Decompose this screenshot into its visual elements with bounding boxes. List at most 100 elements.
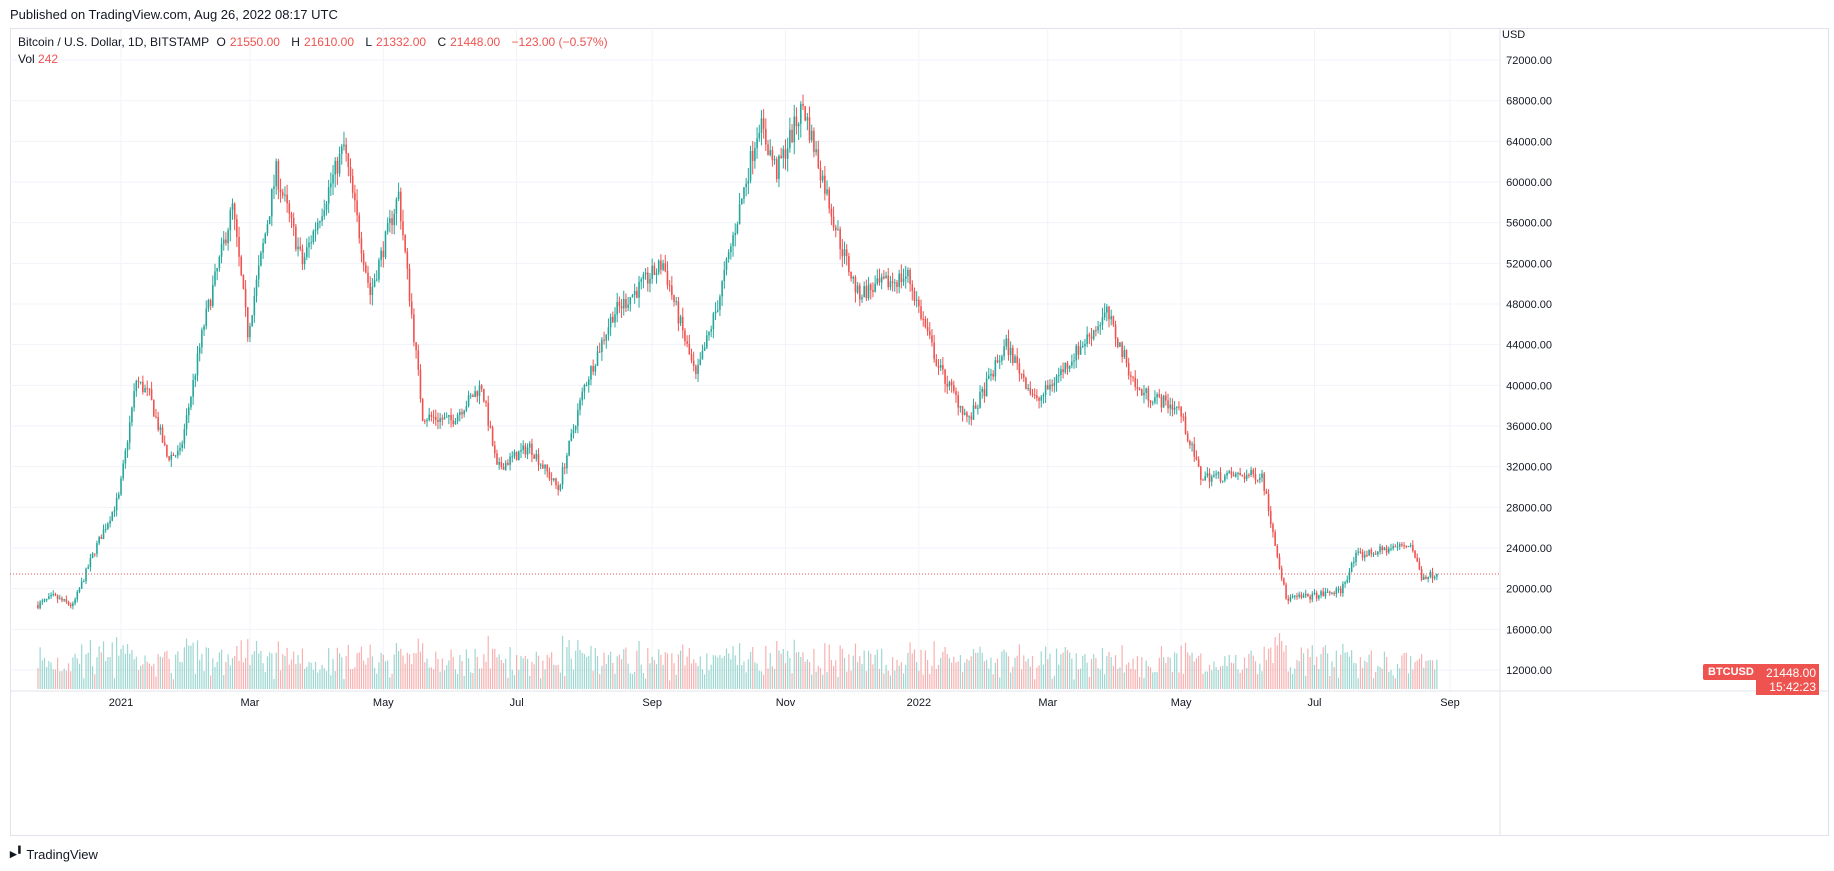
volume-bar (1337, 677, 1340, 689)
candle-body (911, 284, 914, 291)
volume-bar (874, 654, 876, 689)
volume-bar (384, 661, 387, 689)
volume-bar (1193, 661, 1195, 689)
candle-body (227, 230, 229, 244)
volume-bar (551, 652, 553, 689)
volume-bar (1267, 648, 1270, 689)
volume-bar (977, 652, 979, 689)
candle-body (1289, 597, 1292, 601)
volume-bar (822, 674, 824, 689)
candle-body (1016, 356, 1019, 364)
candle-body (1420, 569, 1423, 580)
price-tick-label: 72000.00 (1506, 55, 1552, 67)
candle-body (323, 210, 326, 217)
candle-body (909, 269, 911, 285)
date-tick-label: 2022 (907, 697, 931, 709)
volume-bar (837, 677, 839, 689)
candle-body (1374, 553, 1377, 555)
volume-bar (1431, 660, 1434, 689)
candle-body (832, 216, 835, 228)
volume-bar (172, 679, 175, 689)
volume-bar (297, 655, 299, 689)
volume-bar (247, 639, 249, 689)
candle-body (253, 295, 256, 316)
candlestick-chart[interactable]: 72000.00 68000.00 64000.00 60000.00 56000.00… (10, 28, 1829, 836)
candle-body (1250, 469, 1252, 476)
tradingview-logo-icon: ▸╹ (10, 846, 23, 861)
volume-bar (795, 652, 798, 689)
candle-body (426, 419, 428, 422)
footer-brand[interactable]: ▸╹ TradingView (10, 846, 98, 862)
price-tick-label: 16000.00 (1506, 624, 1552, 636)
candle-body (190, 396, 192, 408)
candle-body (273, 186, 275, 189)
open-value: 21550.00 (229, 35, 280, 49)
candle-body (358, 215, 361, 239)
candle-body (1062, 369, 1064, 373)
candle-body (994, 360, 997, 377)
candle-body (115, 498, 118, 511)
candle-body (725, 258, 728, 270)
volume-bar (649, 663, 651, 689)
candle-body (157, 417, 159, 430)
volume-bar (870, 653, 872, 689)
volume-bar (122, 645, 124, 689)
volume-bar (1414, 661, 1416, 689)
volume-bar (570, 658, 572, 689)
volume-bar (815, 671, 817, 689)
candle-body (524, 445, 527, 455)
volume-bar (905, 664, 907, 689)
candle-body (1092, 330, 1095, 339)
volume-bar (157, 654, 159, 689)
volume-bar (1045, 646, 1047, 689)
candle-body (109, 520, 111, 524)
volume-bar (1228, 654, 1230, 689)
candle-body (638, 281, 640, 298)
candle-body (653, 265, 656, 275)
volume-bar (640, 664, 642, 689)
candle-body (507, 462, 509, 465)
volume-bar (1145, 660, 1147, 689)
candle-body (246, 307, 249, 338)
candle-body (404, 235, 406, 252)
volume-bar (1276, 645, 1278, 689)
candle-body (1140, 389, 1143, 396)
candle-body (292, 217, 295, 227)
candle-body (614, 314, 616, 323)
candle-body (782, 149, 785, 158)
volume-bar (231, 658, 234, 689)
candle-body (826, 189, 828, 194)
volume-bar (336, 647, 338, 689)
volume-bar (168, 658, 170, 689)
candle-body (922, 318, 925, 320)
candle-body (310, 242, 312, 244)
volume-bar (1132, 658, 1134, 689)
symbol-description[interactable]: Bitcoin / U.S. Dollar, 1D, BITSTAMP (18, 35, 210, 49)
volume-bar (1093, 654, 1095, 689)
candle-body (885, 275, 887, 279)
volume-bar (612, 662, 614, 689)
candle-body (187, 407, 190, 416)
volume-bar (957, 661, 959, 689)
candle-body (382, 250, 385, 258)
volume-bar (881, 648, 883, 689)
candle-body (1033, 394, 1036, 396)
volume-bar (942, 651, 944, 689)
candle-body (765, 128, 767, 145)
volume-bar (811, 674, 813, 689)
volume-bar (393, 654, 395, 689)
volume-bar (133, 659, 135, 689)
volume-bar (1320, 653, 1322, 689)
candle-body (155, 416, 157, 418)
candle-body (439, 418, 441, 422)
volume-bar (273, 678, 275, 689)
volume-bar (467, 658, 470, 689)
volume-bar (1427, 660, 1429, 689)
candle-body (389, 218, 391, 224)
volume-bar (1348, 656, 1351, 689)
candle-body (257, 265, 260, 280)
candle-body (1390, 548, 1392, 550)
volume-bar (594, 648, 596, 689)
volume-bar (745, 672, 747, 689)
candle-body (1215, 473, 1217, 476)
